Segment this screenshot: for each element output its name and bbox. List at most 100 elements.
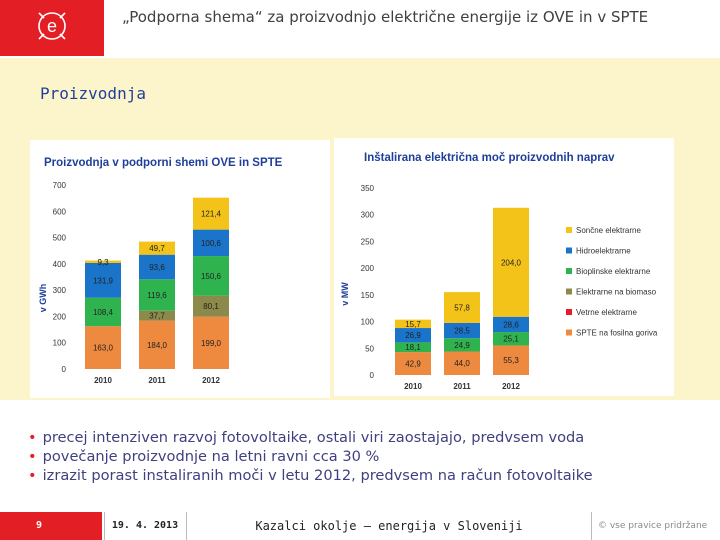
chart-title: Proizvodnja v podporni shemi OVE in SPTE [44, 157, 283, 169]
footer-date: 19. 4. 2013 [104, 512, 185, 540]
bar-segment [193, 316, 229, 369]
data-label: 15,7 [405, 320, 421, 329]
legend-label: Vetrne elektrarne [576, 308, 637, 317]
copyright: © vse pravice pridržane [598, 521, 708, 531]
bar-segment [444, 322, 480, 339]
data-label: 57,8 [454, 304, 470, 313]
bar-segment [85, 297, 121, 327]
x-tick-label: 2010 [404, 382, 422, 391]
bullet-list: • precej intenziven razvoj fotovoltaike, … [28, 428, 718, 485]
bar-segment [193, 197, 229, 230]
bar-segment [139, 254, 175, 280]
data-label: 150,6 [201, 272, 222, 281]
chart-title: Inštalirana električna moč proizvodnih n… [364, 152, 615, 164]
footer [0, 508, 720, 540]
bar-segment [395, 319, 431, 329]
page-title: „Podporna shema“ za proizvodnjo električ… [122, 8, 649, 26]
capacity-chart-panel: Inštalirana električna moč proizvodnih n… [334, 138, 674, 396]
bar-segment [444, 338, 480, 352]
y-tick-label: 100 [361, 318, 375, 327]
y-axis-label: v GWh [38, 284, 48, 313]
data-label: 199,0 [201, 339, 222, 348]
y-tick-label: 600 [53, 207, 67, 216]
bar-segment [139, 310, 175, 321]
data-label: 24,9 [454, 341, 470, 350]
data-label: 184,0 [147, 341, 168, 350]
data-label: 44,0 [454, 359, 470, 368]
bar-segment [139, 279, 175, 311]
bullet-text: povečanje proizvodnje na letni ravni cca… [42, 448, 380, 465]
y-tick-label: 300 [53, 286, 67, 295]
y-tick-label: 400 [53, 260, 67, 269]
bar-segment [395, 342, 431, 353]
data-label: 49,7 [149, 244, 165, 253]
y-tick-label: 0 [370, 371, 375, 380]
y-axis-label: v MW [340, 282, 350, 306]
y-tick-label: 500 [53, 234, 67, 243]
legend-swatch [566, 247, 572, 254]
logo-letter: e [47, 16, 57, 36]
production-chart-panel: Proizvodnja v podporni shemi OVE in SPTE… [30, 140, 330, 398]
data-label: 121,4 [201, 210, 222, 219]
data-label: 55,3 [503, 356, 519, 365]
bar-segment [85, 262, 121, 298]
data-label: 18,1 [405, 343, 421, 352]
y-tick-label: 0 [62, 365, 67, 374]
capacity-chart: Inštalirana električna moč proizvodnih n… [340, 152, 658, 391]
bullet-icon: • [28, 429, 37, 446]
list-item: • izrazit porast instaliranih moči v letu… [28, 466, 718, 485]
x-tick-label: 2011 [453, 382, 471, 391]
x-tick-label: 2012 [202, 376, 220, 385]
legend-label: Elektrarne na biomaso [576, 288, 657, 297]
data-label: 28,6 [503, 320, 519, 329]
logo: e [0, 0, 104, 56]
data-label: 25,1 [503, 335, 519, 344]
bar-segment [493, 207, 529, 317]
data-label: 100,6 [201, 239, 222, 248]
page-number-box: 9 [0, 512, 102, 540]
y-tick-label: 150 [361, 291, 375, 300]
legend-swatch [566, 288, 572, 295]
bar-segment [193, 229, 229, 257]
bar-segment [493, 316, 529, 333]
data-label: 119,6 [147, 291, 167, 300]
y-tick-label: 50 [365, 344, 374, 353]
legend-label: SPTE na fosilna goriva [576, 329, 658, 338]
x-tick-label: 2011 [148, 376, 166, 385]
bar-segment [139, 241, 175, 255]
data-label: 42,9 [405, 360, 421, 369]
data-label: 28,5 [454, 327, 470, 336]
data-label: 108,4 [93, 308, 114, 317]
y-tick-label: 200 [361, 264, 375, 273]
bullet-icon: • [28, 467, 37, 484]
bar-segment [193, 295, 229, 317]
legend-label: Hidroelektrarne [576, 247, 631, 256]
bullet-text: precej intenziven razvoj fotovoltaike, o… [42, 429, 585, 446]
data-label: 93,6 [149, 263, 165, 272]
logo-e-icon: e [38, 12, 66, 40]
bar-segment [444, 292, 480, 323]
bar-segment [493, 332, 529, 346]
legend-swatch [566, 227, 572, 233]
bar-segment [444, 351, 480, 375]
slide-header: e „Podporna shema“ za proizvodnjo elektr… [0, 0, 720, 58]
bar-segment [193, 256, 229, 296]
data-label: 204,0 [501, 258, 522, 267]
page-number: 9 [35, 520, 43, 531]
y-tick-label: 250 [361, 237, 375, 246]
list-item: • precej intenziven razvoj fotovoltaike, … [28, 428, 718, 447]
y-tick-label: 350 [361, 184, 375, 193]
data-label: 131,9 [93, 276, 114, 285]
section-title: Proizvodnja [40, 84, 146, 103]
legend-swatch [566, 268, 572, 274]
data-label: 37,7 [149, 312, 165, 321]
legend-label: Bioplinske elektrarne [576, 267, 651, 276]
legend-swatch [566, 309, 572, 315]
footer-title: Kazalci okolje – energija v Sloveniji [186, 512, 592, 540]
bar-segment [139, 320, 175, 369]
data-label: 163,0 [93, 344, 114, 353]
bar-segment [395, 328, 431, 343]
bar-segment [85, 260, 121, 263]
y-tick-label: 300 [361, 211, 375, 220]
y-tick-label: 700 [53, 181, 67, 190]
